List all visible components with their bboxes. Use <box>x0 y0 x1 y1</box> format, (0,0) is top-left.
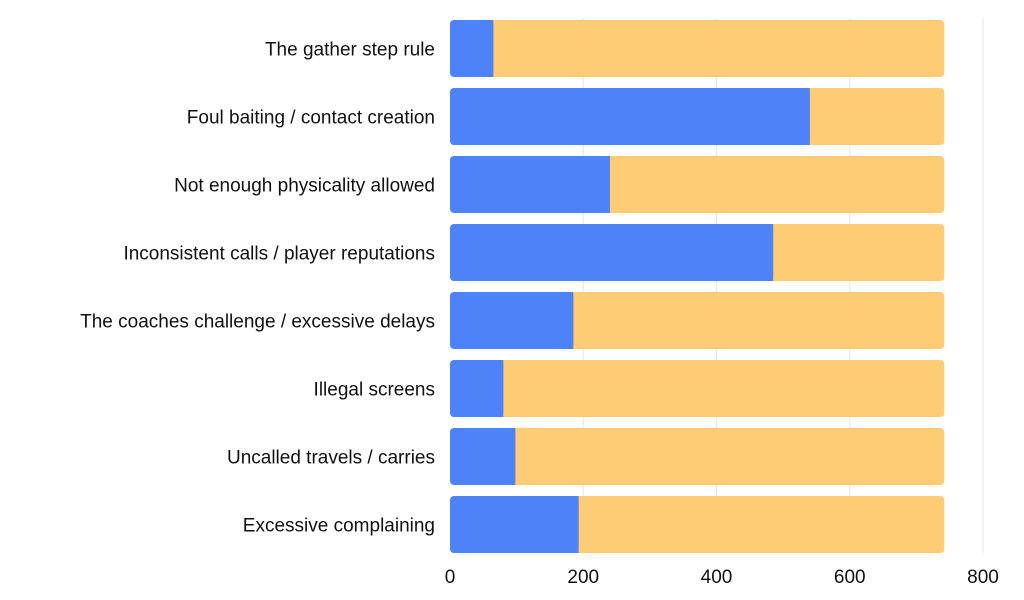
bar-series-1-edge-5 <box>499 360 504 417</box>
x-tick-label-200: 200 <box>567 567 599 588</box>
category-label: Illegal screens <box>314 380 435 401</box>
bar-series-1-7 <box>450 496 579 553</box>
bar-series-1-1 <box>450 88 810 145</box>
x-tick-label-800: 800 <box>967 567 999 588</box>
bar-series-1-5 <box>450 360 504 417</box>
bar-series-2-3 <box>769 224 945 281</box>
bar-series-2-4 <box>569 292 945 349</box>
bar-series-2-2 <box>605 156 945 213</box>
bar-series-1-edge-7 <box>574 496 579 553</box>
category-labels: The gather step rule Foul baiting / conta… <box>80 40 435 537</box>
category-label: Excessive complaining <box>243 516 435 537</box>
bar-series-1-edge-1 <box>805 88 810 145</box>
bar-series-2-7 <box>574 496 945 553</box>
bar-series-1-3 <box>450 224 774 281</box>
bar-series-2-5 <box>499 360 945 417</box>
bars <box>450 20 945 553</box>
bar-series-1-4 <box>450 292 574 349</box>
bar-series-1-0 <box>450 20 494 77</box>
bar-series-1-edge-4 <box>569 292 574 349</box>
category-label: The coaches challenge / excessive delays <box>80 312 435 333</box>
bar-series-1-edge-2 <box>605 156 610 213</box>
bar-series-1-edge-0 <box>489 20 494 77</box>
bar-series-1-edge-3 <box>769 224 774 281</box>
x-axis-tick-labels: 0 200 400 600 800 <box>445 567 999 588</box>
x-tick-label-0: 0 <box>445 567 456 588</box>
x-tick-label-600: 600 <box>834 567 866 588</box>
category-label: Inconsistent calls / player reputations <box>123 244 435 265</box>
x-tick-label-400: 400 <box>701 567 733 588</box>
bar-series-2-1 <box>805 88 945 145</box>
bar-series-2-6 <box>511 428 945 485</box>
category-label: Not enough physicality allowed <box>174 176 435 197</box>
bar-series-1-edge-6 <box>511 428 516 485</box>
bar-series-2-0 <box>489 20 945 77</box>
bar-series-1-2 <box>450 156 610 213</box>
category-label: The gather step rule <box>265 40 435 61</box>
category-label: Foul baiting / contact creation <box>187 108 435 129</box>
bar-series-1-6 <box>450 428 516 485</box>
category-label: Uncalled travels / carries <box>227 448 435 469</box>
